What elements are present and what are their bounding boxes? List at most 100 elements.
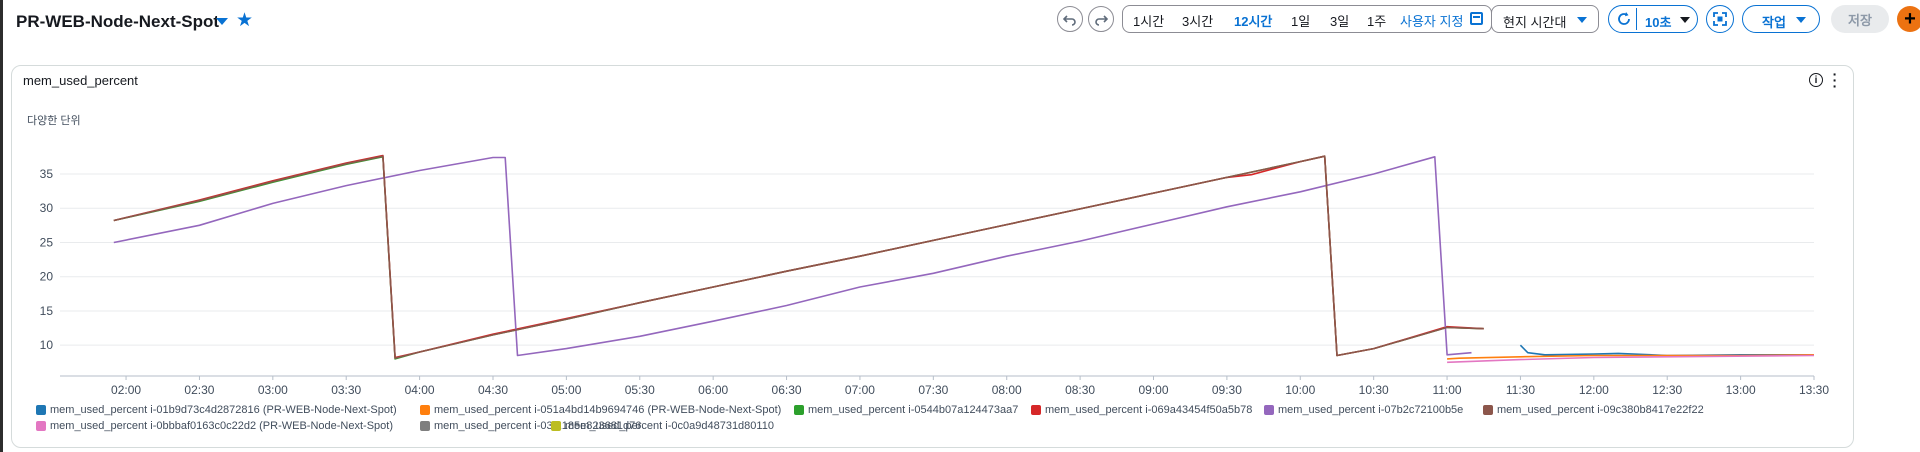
divider	[1636, 8, 1637, 30]
actions-dropdown[interactable]: 작업	[1742, 5, 1820, 33]
x-tick-label: 03:00	[258, 383, 288, 397]
series-line-4	[113, 156, 1472, 357]
legend-label: mem_used_percent i-07b2c72100b5e	[1278, 404, 1464, 416]
legend-item[interactable]: mem_used_percent i-01b9d73c4d2872816 (PR…	[36, 404, 397, 416]
timezone-select[interactable]: 현지 시간대	[1491, 5, 1599, 33]
legend-swatch	[36, 405, 46, 415]
dashboard-title[interactable]: PR-WEB-Node-Next-Spot	[16, 12, 220, 31]
legend-label: mem_used_percent i-069a43454f50a5b78	[1045, 404, 1253, 416]
x-tick-label: 02:30	[184, 383, 214, 397]
fullscreen-button[interactable]	[1706, 5, 1734, 33]
series-line-2	[113, 155, 1484, 360]
y-tick-label: 35	[40, 167, 54, 181]
series-line-5	[113, 155, 1484, 359]
legend-label: mem_used_percent i-01b9d73c4d2872816 (PR…	[50, 404, 397, 416]
more-vertical-icon[interactable]: · · ·	[1832, 66, 1838, 94]
chevron-down-icon	[1577, 17, 1587, 23]
caret-down-icon[interactable]	[216, 18, 228, 25]
range-3h[interactable]: 3시간	[1182, 14, 1214, 29]
series-line-6	[1447, 354, 1815, 364]
x-tick-label: 09:30	[1212, 383, 1242, 397]
range-3d[interactable]: 3일	[1330, 14, 1350, 29]
refresh-interval-label[interactable]: 10초	[1645, 15, 1672, 30]
info-icon[interactable]: i	[1809, 73, 1823, 87]
x-tick-label: 11:30	[1506, 383, 1535, 397]
legend-item[interactable]: mem_used_percent i-09c380b8417e22f22	[1483, 404, 1704, 416]
x-tick-label: 11:00	[1432, 383, 1461, 397]
x-axis-ticks: 02:00 02:30 03:00 03:30 04:00 04:30 05:00 05:30…	[111, 376, 1829, 397]
x-tick-label: 07:30	[918, 383, 948, 397]
legend-label: mem_used_percent i-051a4bd14b9694746 (PR…	[434, 404, 782, 416]
y-tick-label: 25	[40, 235, 54, 249]
range-1w[interactable]: 1주	[1367, 14, 1387, 29]
metric-widget: mem_used_percent i · · · 다양한 단위	[11, 65, 1854, 448]
x-tick-label: 13:00	[1726, 383, 1756, 397]
actions-label: 작업	[1762, 15, 1786, 30]
legend-swatch	[420, 421, 430, 431]
undo-button[interactable]	[1057, 6, 1083, 32]
legend-label: mem_used_percent i-0c0a9d48731d80110	[565, 420, 774, 432]
x-tick-label: 05:30	[625, 383, 655, 397]
chart-series	[113, 154, 1815, 364]
x-tick-label: 12:00	[1579, 383, 1609, 397]
legend-swatch	[1264, 405, 1274, 415]
add-widget-button[interactable]: +	[1897, 6, 1920, 32]
refresh-icon[interactable]	[1616, 11, 1632, 27]
legend-item[interactable]: mem_used_percent i-07b2c72100b5e	[1264, 404, 1463, 416]
timezone-label: 현지 시간대	[1503, 15, 1567, 30]
undo-icon	[1063, 15, 1076, 26]
y-tick-label: 10	[40, 338, 54, 352]
legend-item[interactable]: mem_used_percent i-0544b07a124473aa7	[794, 404, 1018, 416]
x-tick-label: 10:00	[1285, 383, 1315, 397]
refresh-control: 10초	[1608, 5, 1698, 33]
legend-swatch	[1031, 405, 1041, 415]
series-line-3	[113, 154, 1484, 359]
legend-item[interactable]: mem_used_percent i-069a43454f50a5b78	[1031, 404, 1252, 416]
y-tick-label: 15	[40, 304, 54, 318]
x-tick-label: 13:30	[1799, 383, 1829, 397]
left-edge-bar	[0, 0, 3, 452]
y-axis-unit-label: 다양한 단위	[27, 115, 81, 127]
redo-button[interactable]	[1088, 6, 1114, 32]
y-tick-label: 30	[40, 201, 54, 215]
fullscreen-icon	[1713, 12, 1727, 26]
range-12h[interactable]: 12시간	[1234, 14, 1273, 29]
legend-swatch	[420, 405, 430, 415]
x-tick-label: 06:30	[772, 383, 802, 397]
save-button[interactable]: 저장	[1831, 5, 1889, 33]
legend-label: mem_used_percent i-03f2185e823681d76	[434, 420, 642, 432]
y-tick-label: 20	[40, 270, 54, 284]
legend-label: mem_used_percent i-0bbbaf0163c0c22d2 (PR…	[50, 420, 394, 432]
x-tick-label: 08:00	[992, 383, 1022, 397]
x-tick-label: 04:00	[405, 383, 435, 397]
range-1h[interactable]: 1시간	[1133, 14, 1165, 29]
x-tick-label: 12:30	[1652, 383, 1682, 397]
legend-swatch	[551, 421, 561, 431]
legend-item[interactable]: mem_used_percent i-0c0a9d48731d80110	[551, 420, 774, 432]
x-tick-label: 02:00	[111, 383, 141, 397]
x-tick-label: 08:30	[1065, 383, 1095, 397]
chevron-down-icon	[1796, 17, 1806, 23]
custom-range-link[interactable]: 사용자 지정	[1400, 14, 1464, 29]
star-icon[interactable]: ★	[236, 10, 254, 31]
chevron-down-icon[interactable]	[1680, 17, 1690, 23]
chart-grid	[60, 173, 1814, 377]
range-1d[interactable]: 1일	[1291, 14, 1311, 29]
x-tick-label: 07:00	[845, 383, 875, 397]
legend-swatch	[1483, 405, 1493, 415]
widget-title: mem_used_percent	[23, 73, 138, 88]
x-tick-label: 10:30	[1359, 383, 1389, 397]
dashboard-toolbar: PR-WEB-Node-Next-Spot ★ 1시간 3시간 12시간 1일 …	[0, 0, 1920, 44]
legend-item[interactable]: mem_used_percent i-03f2185e823681d76	[420, 420, 641, 432]
x-tick-label: 03:30	[331, 383, 361, 397]
legend-label: mem_used_percent i-0544b07a124473aa7	[808, 404, 1019, 416]
legend-swatch	[36, 421, 46, 431]
legend-item[interactable]: mem_used_percent i-051a4bd14b9694746 (PR…	[420, 404, 781, 416]
legend-swatch	[794, 405, 804, 415]
x-tick-label: 04:30	[478, 383, 508, 397]
x-tick-label: 09:00	[1138, 383, 1168, 397]
legend-label: mem_used_percent i-09c380b8417e22f22	[1497, 404, 1704, 416]
legend-item[interactable]: mem_used_percent i-0bbbaf0163c0c22d2 (PR…	[36, 420, 393, 432]
calendar-icon[interactable]	[1470, 12, 1483, 25]
